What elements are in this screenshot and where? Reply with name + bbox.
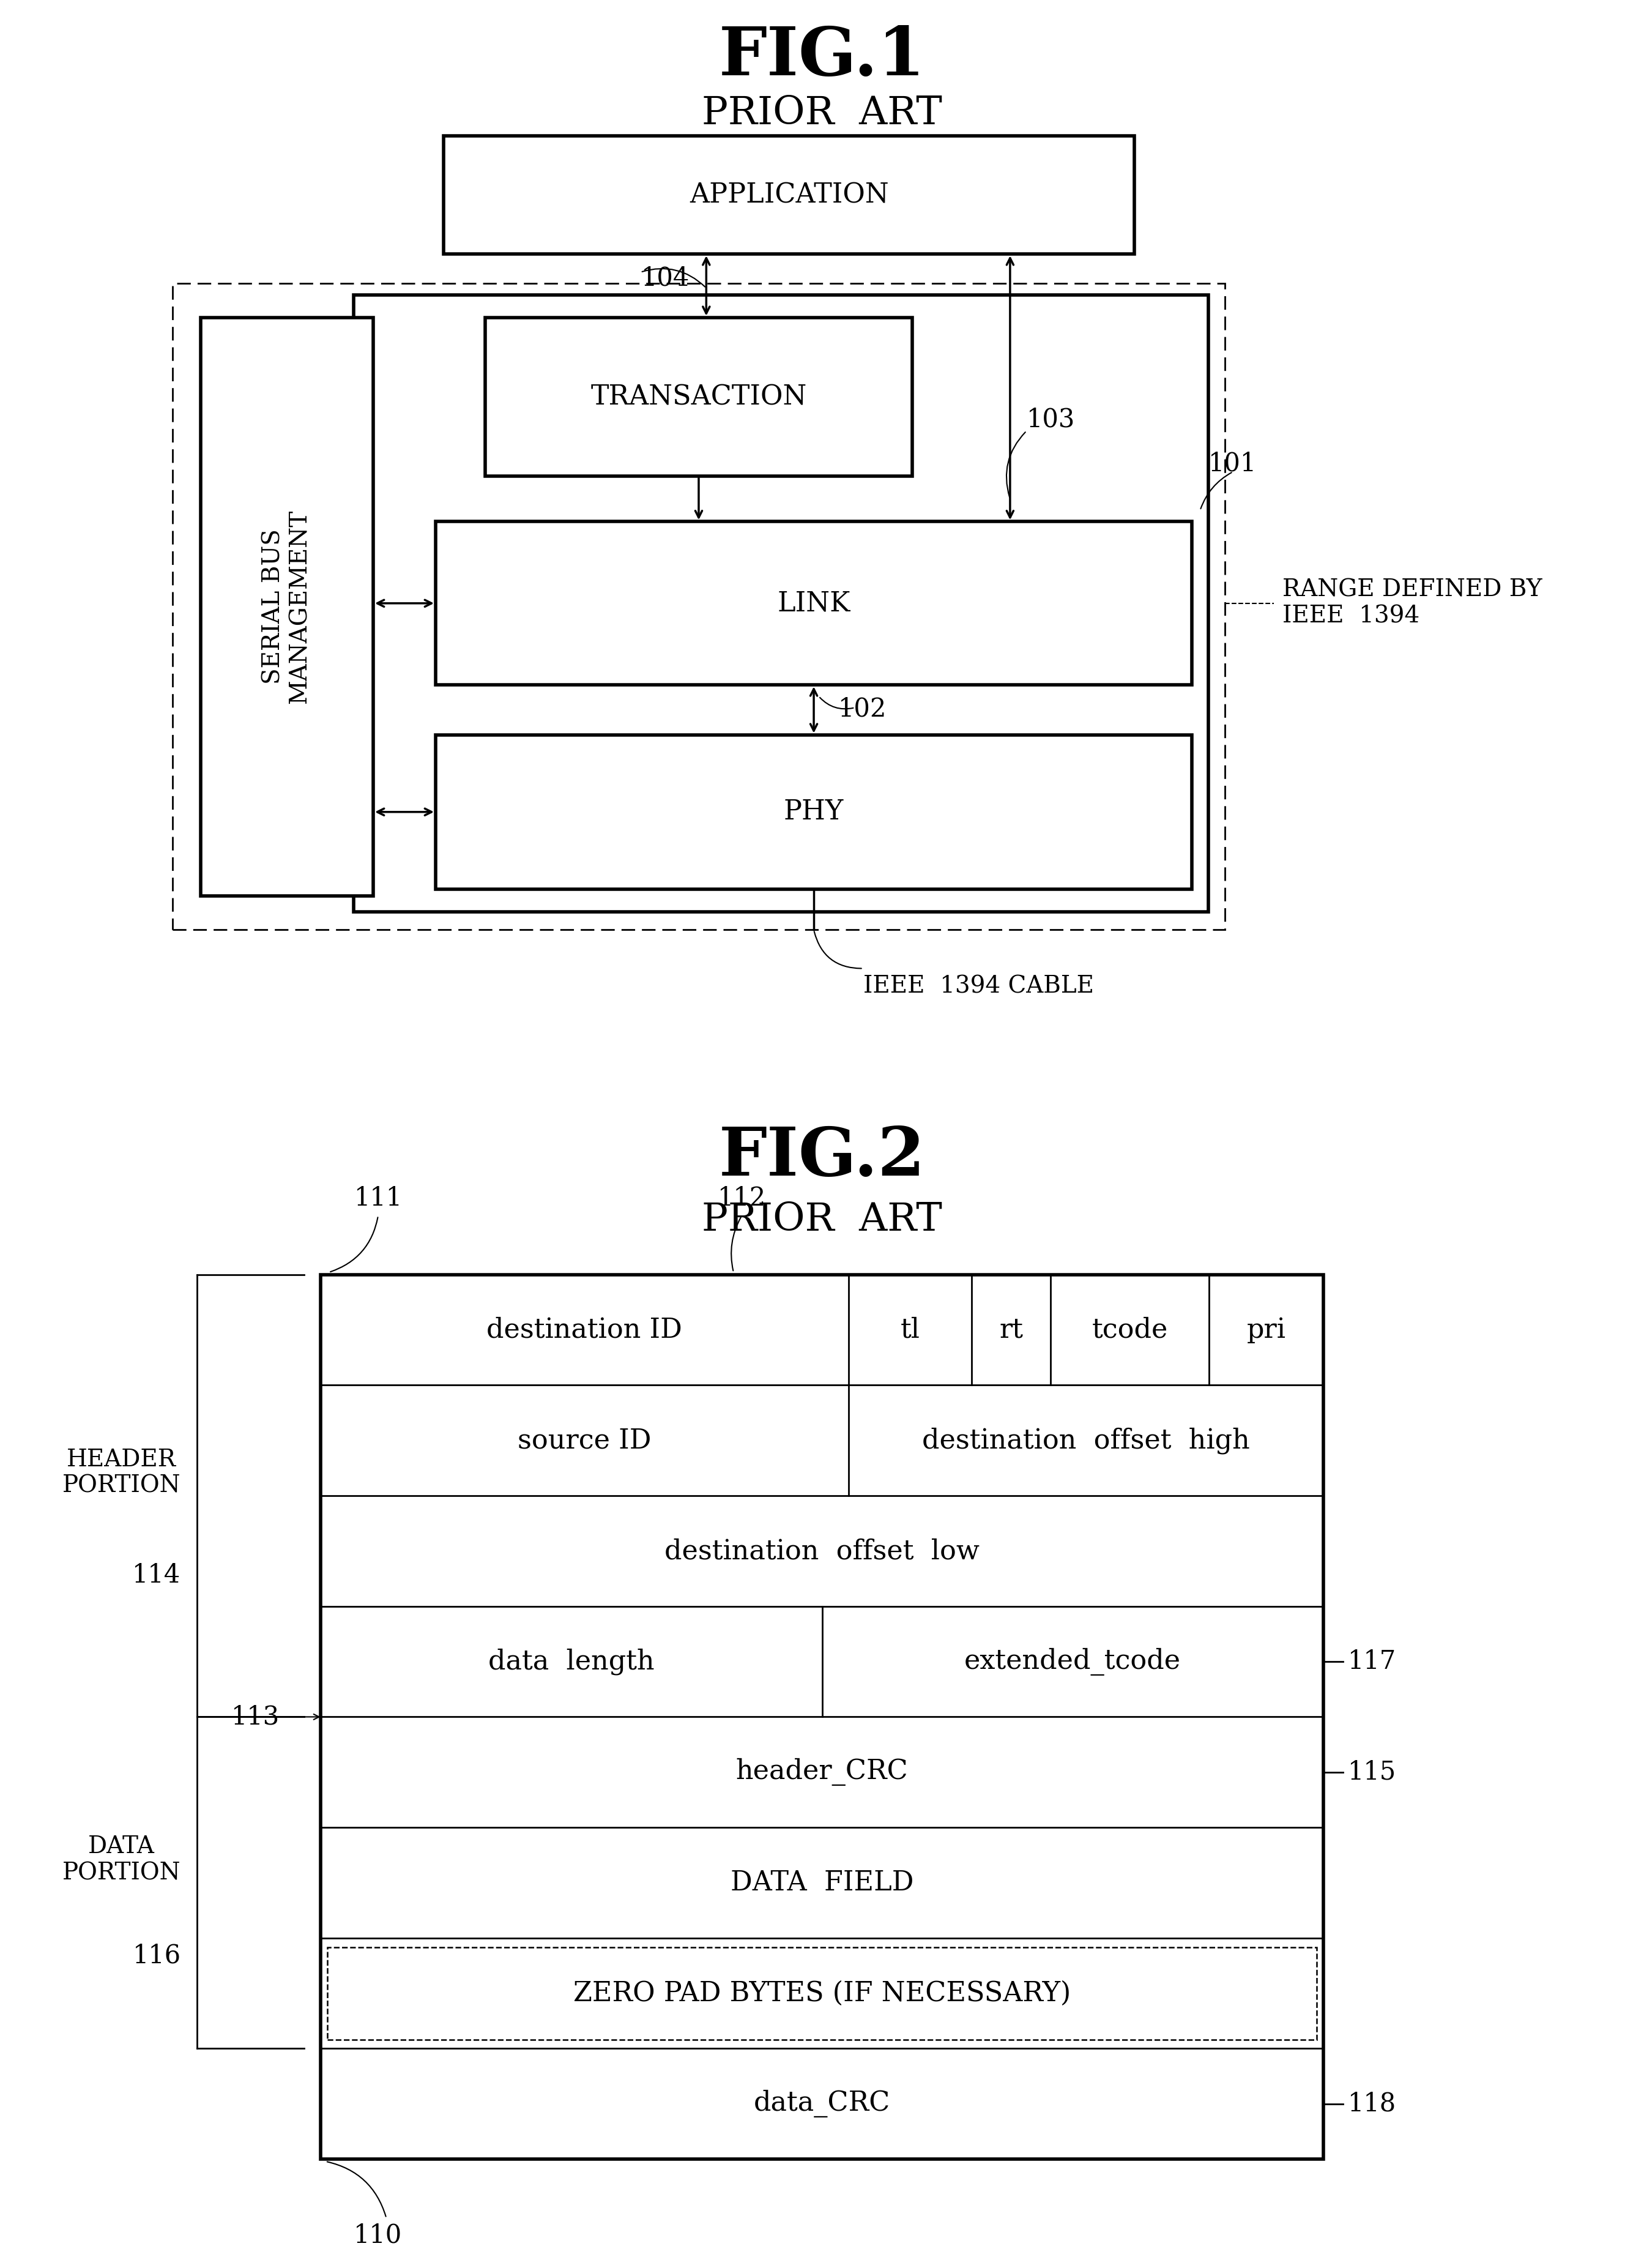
Text: LINK: LINK [778,590,850,617]
Text: PRIOR  ART: PRIOR ART [702,95,942,132]
Text: 111: 111 [353,1186,403,1211]
Text: 110: 110 [353,2223,401,2248]
Text: pri: pri [1246,1318,1286,1343]
Bar [444,136,1134,254]
Bar [327,1946,1317,2039]
Bar [485,318,912,476]
Text: rt: rt [1000,1318,1023,1343]
Text: 114: 114 [133,1563,181,1588]
Text: destination ID: destination ID [487,1318,682,1343]
Text: SERIAL BUS
MANAGEMENT: SERIAL BUS MANAGEMENT [263,510,311,703]
Text: PHY: PHY [784,798,843,826]
Text: 102: 102 [838,696,888,721]
Text: destination  offset  low: destination offset low [664,1538,980,1565]
Text: data  length: data length [488,1649,654,1676]
Text: DATA  FIELD: DATA FIELD [730,1869,914,1896]
Text: extended_tcode: extended_tcode [965,1649,1180,1676]
Text: destination  offset  high: destination offset high [922,1427,1249,1454]
Text: FIG.1: FIG.1 [718,25,926,88]
Text: PRIOR  ART: PRIOR ART [702,1202,942,1238]
Bar [353,295,1208,912]
Text: 117: 117 [1348,1649,1396,1674]
Text: 118: 118 [1348,2091,1396,2116]
Bar [436,735,1192,889]
Bar [321,1275,1323,2159]
Text: source ID: source ID [518,1427,651,1454]
Text: ZERO PAD BYTES (IF NECESSARY): ZERO PAD BYTES (IF NECESSARY) [574,1980,1070,2007]
Text: 104: 104 [641,265,690,290]
Text: header_CRC: header_CRC [737,1758,907,1785]
Text: 115: 115 [1348,1760,1396,1785]
Text: 113: 113 [232,1703,279,1730]
Text: tcode: tcode [1092,1318,1167,1343]
Text: 116: 116 [133,1941,181,1969]
Text: data_CRC: data_CRC [753,2091,891,2118]
Bar [173,284,1225,930]
Text: 103: 103 [1026,406,1075,433]
Bar [436,522,1192,685]
Text: 101: 101 [1208,451,1256,476]
Text: HEADER
PORTION: HEADER PORTION [62,1449,181,1497]
Text: DATA
PORTION: DATA PORTION [62,1835,181,1885]
Text: RANGE DEFINED BY
IEEE  1394: RANGE DEFINED BY IEEE 1394 [1282,578,1542,628]
Text: tl: tl [901,1318,919,1343]
Text: TRANSACTION: TRANSACTION [590,383,807,411]
Text: IEEE  1394 CABLE: IEEE 1394 CABLE [863,975,1093,998]
Bar [201,318,373,896]
Text: APPLICATION: APPLICATION [689,181,889,209]
Text: FIG.2: FIG.2 [718,1125,926,1188]
Text: 112: 112 [717,1186,766,1211]
